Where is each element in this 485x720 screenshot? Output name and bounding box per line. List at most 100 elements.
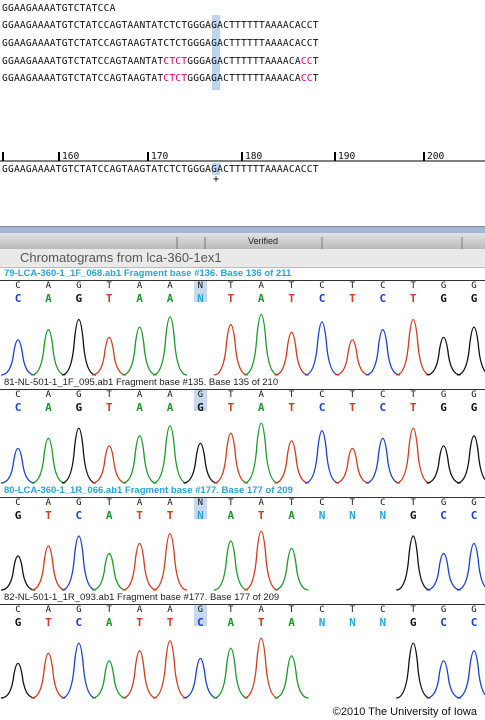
trace-header[interactable]: 81-NL-501-1_1F_095.ab1 Fragment base #13… bbox=[4, 377, 279, 388]
trace-header[interactable]: 80-LCA-360-1_1R_066.ab1 Fragment base #1… bbox=[4, 485, 293, 496]
base-letter[interactable]: T bbox=[105, 292, 113, 305]
base-letter[interactable]: C bbox=[14, 401, 22, 414]
base-letter[interactable]: T bbox=[136, 509, 143, 522]
base-letter[interactable]: T bbox=[166, 509, 174, 522]
base-letter[interactable]: T bbox=[409, 292, 417, 305]
base-letter[interactable]: C bbox=[379, 292, 387, 305]
verified-tab[interactable]: Verified bbox=[248, 236, 279, 246]
base-letter[interactable]: C bbox=[440, 509, 447, 522]
base-letter[interactable]: C bbox=[75, 509, 83, 522]
base-letter[interactable]: C bbox=[197, 616, 204, 629]
base-letter[interactable]: A bbox=[288, 616, 295, 629]
window-toolbar bbox=[0, 226, 485, 250]
base-letter[interactable]: G bbox=[409, 616, 417, 629]
base-letter[interactable]: C bbox=[75, 616, 83, 629]
base-letter[interactable]: G bbox=[14, 509, 22, 522]
base-letter[interactable]: C bbox=[470, 616, 478, 629]
base-letter[interactable]: C bbox=[379, 401, 387, 414]
trace-peak bbox=[365, 437, 400, 484]
base-letter[interactable]: T bbox=[45, 509, 52, 522]
trace-header[interactable]: 79-LCA-360-1_1F_068.ab1 Fragment base #1… bbox=[4, 268, 292, 279]
base-letter[interactable]: T bbox=[45, 616, 52, 629]
base-call: T bbox=[349, 605, 356, 615]
base-call: A bbox=[45, 605, 52, 615]
alignment-row-4[interactable]: GGAAGAAAATGTCTATCCAGTAANTATCTCTGGGAGACTT… bbox=[2, 56, 319, 67]
base-letter[interactable]: A bbox=[257, 292, 265, 305]
trace-peak bbox=[456, 326, 485, 376]
base-letter[interactable]: N bbox=[197, 509, 204, 522]
base-letter[interactable]: T bbox=[257, 509, 265, 522]
consensus-row[interactable]: GGAAGAAAATGTCTATCCAGTAAGTATCTCTGGGAGACTT… bbox=[2, 164, 319, 175]
base-letter[interactable]: T bbox=[288, 401, 295, 414]
base-call: G bbox=[440, 605, 447, 615]
base-letter[interactable]: T bbox=[257, 616, 265, 629]
trace-header[interactable]: 82-NL-501-1_1R_093.ab1 Fragment base #17… bbox=[4, 592, 280, 603]
trace-peak bbox=[335, 339, 370, 376]
base-letter[interactable]: A bbox=[166, 292, 174, 305]
base-letter[interactable]: A bbox=[45, 292, 52, 305]
base-letter[interactable]: N bbox=[318, 509, 326, 522]
ruler-label-180: 180 bbox=[245, 151, 263, 162]
base-letter[interactable]: G bbox=[409, 509, 417, 522]
base-letter[interactable]: G bbox=[440, 401, 447, 414]
base-letter[interactable]: N bbox=[349, 616, 356, 629]
base-letter[interactable]: G bbox=[440, 292, 447, 305]
base-letter[interactable]: A bbox=[227, 616, 235, 629]
base-letter[interactable]: C bbox=[440, 616, 447, 629]
base-letter[interactable]: T bbox=[105, 401, 113, 414]
base-letter[interactable]: N bbox=[379, 616, 387, 629]
base-letter[interactable]: T bbox=[136, 616, 143, 629]
alignment-row-1[interactable]: GGAAGAAAATGTCTATCCA bbox=[2, 3, 116, 14]
base-letter[interactable]: G bbox=[75, 292, 83, 305]
trace-cursor-band bbox=[194, 497, 208, 519]
base-letter[interactable]: G bbox=[470, 292, 478, 305]
trace-peak bbox=[183, 442, 218, 484]
base-letter[interactable]: N bbox=[197, 292, 204, 305]
trace-peak bbox=[92, 552, 127, 591]
base-letter[interactable]: A bbox=[257, 401, 265, 414]
base-call: T bbox=[106, 498, 112, 508]
base-letter[interactable]: G bbox=[197, 401, 204, 414]
base-letter[interactable]: G bbox=[14, 616, 22, 629]
base-letter[interactable]: C bbox=[318, 292, 326, 305]
base-letter[interactable]: G bbox=[75, 401, 83, 414]
trace-peak bbox=[31, 329, 66, 376]
base-letter[interactable]: N bbox=[379, 509, 387, 522]
base-letter[interactable]: C bbox=[470, 509, 478, 522]
base-letter[interactable]: G bbox=[470, 401, 478, 414]
base-letter[interactable]: A bbox=[105, 616, 113, 629]
base-letter[interactable]: A bbox=[136, 401, 143, 414]
base-letter[interactable]: A bbox=[105, 509, 113, 522]
base-letter[interactable]: A bbox=[136, 292, 143, 305]
base-letter[interactable]: T bbox=[349, 292, 356, 305]
trace-peak bbox=[244, 530, 279, 591]
base-letter[interactable]: A bbox=[45, 401, 52, 414]
base-letter[interactable]: T bbox=[288, 292, 295, 305]
base-letter[interactable]: T bbox=[349, 401, 356, 414]
trace-peak bbox=[213, 647, 248, 699]
trace-peak bbox=[0, 662, 36, 699]
chromatogram-title-bar bbox=[0, 249, 485, 268]
base-letter[interactable]: A bbox=[227, 509, 235, 522]
base-letter[interactable]: A bbox=[166, 401, 174, 414]
base-call: G bbox=[76, 281, 82, 291]
alignment-row-3[interactable]: GGAAGAAAATGTCTATCCAGTAAGTATCTCTGGGAGACTT… bbox=[2, 38, 319, 49]
base-letter[interactable]: A bbox=[288, 509, 295, 522]
base-letter[interactable]: N bbox=[349, 509, 356, 522]
alignment-row-5[interactable]: GGAAGAAAATGTCTATCCAGTAAGTATCTCTGGGAGACTT… bbox=[2, 73, 319, 84]
base-letter[interactable]: T bbox=[227, 292, 235, 305]
trace-cursor-band bbox=[194, 280, 208, 302]
alignment-row-2[interactable]: GGAAGAAAATGTCTATCCAGTAANTATCTCTGGGAGACTT… bbox=[2, 20, 319, 31]
base-letter[interactable]: T bbox=[227, 401, 235, 414]
base-letter[interactable]: T bbox=[166, 616, 174, 629]
base-letter[interactable]: C bbox=[318, 401, 326, 414]
base-letter[interactable]: N bbox=[318, 616, 326, 629]
base-letter[interactable]: T bbox=[409, 401, 417, 414]
base-call: A bbox=[167, 390, 173, 400]
base-letter[interactable]: C bbox=[14, 292, 22, 305]
trace-baseline bbox=[0, 389, 485, 390]
base-call: G bbox=[471, 605, 477, 615]
trace-peak bbox=[365, 329, 400, 376]
